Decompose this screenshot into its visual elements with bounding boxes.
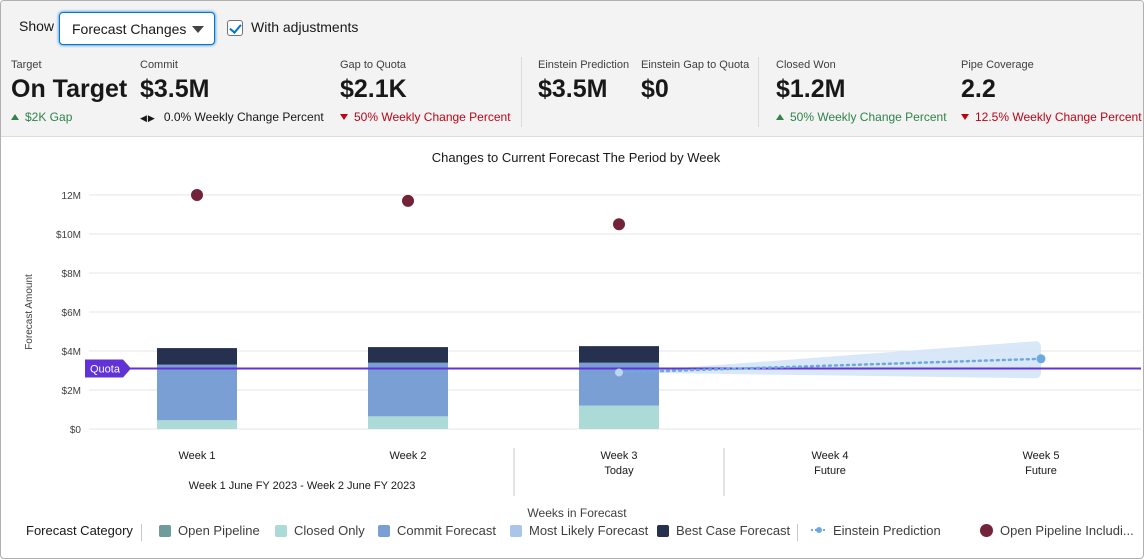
open-pipeline-including-point	[613, 218, 625, 231]
bar-closed-only	[579, 405, 659, 429]
y-tick-label: 12M	[62, 191, 81, 202]
x-tick-sublabel: Future	[1025, 465, 1057, 477]
metric-value: On Target	[11, 75, 128, 103]
metric-change: $2K Gap	[11, 110, 127, 124]
arrows-left-right-icon: ◀▶	[140, 113, 156, 123]
einstein-confidence-band	[619, 341, 1041, 379]
y-axis-label: Forecast Amount	[24, 274, 35, 350]
metric-pipe-coverage: Pipe Coverage 2.2 12.5% Weekly Change Pe…	[961, 59, 1142, 124]
metric-change: 50% Weekly Change Percent	[776, 110, 947, 124]
legend-item-best-case-forecast[interactable]: Best Case Forecast	[657, 523, 790, 538]
legend-item-open-pipeline[interactable]: Open Pipeline	[159, 523, 260, 538]
view-select[interactable]: Forecast Changes	[59, 12, 215, 45]
divider	[521, 57, 522, 127]
y-tick-label: $8M	[62, 269, 81, 280]
x-tick-label: Week 4	[811, 450, 848, 462]
x-tick-sublabel: Today	[604, 465, 634, 477]
period-label: Week 1 June FY 2023 - Week 2 June FY 202…	[189, 480, 416, 492]
metric-label: Closed Won	[776, 59, 836, 71]
bar-best-case-forecast	[368, 347, 448, 363]
bar-closed-only	[368, 416, 448, 429]
metric-change: 50% Weekly Change Percent	[340, 110, 511, 124]
metric-gap-to-quota: Gap to Quota $2.1K 50% Weekly Change Per…	[340, 59, 511, 124]
bar-best-case-forecast	[157, 348, 237, 365]
y-tick-label: $0	[70, 425, 82, 436]
x-tick-label: Week 2	[389, 450, 426, 462]
metric-label: Commit	[140, 59, 178, 71]
metric-einstein-gap: Einstein Gap to Quota $0	[641, 59, 749, 104]
metric-label: Einstein Prediction	[538, 59, 630, 71]
chevron-down-icon	[192, 26, 204, 33]
show-label: Show	[19, 18, 55, 34]
metric-label: Target	[11, 59, 42, 71]
y-tick-label: $4M	[62, 347, 81, 358]
divider	[141, 524, 142, 541]
x-tick-sublabel: Future	[814, 465, 846, 477]
open-pipeline-including-point	[191, 189, 203, 201]
einstein-prediction-line	[617, 357, 1043, 374]
swatch	[159, 525, 171, 537]
divider	[797, 524, 798, 541]
swatch	[378, 525, 390, 537]
y-tick-label: $2M	[62, 386, 81, 397]
metric-value: 2.2	[961, 75, 996, 103]
legend-title: Forecast Category	[26, 523, 133, 538]
arrow-up-icon	[776, 114, 784, 120]
metric-value: $0	[641, 75, 669, 103]
arrow-down-icon	[340, 114, 348, 120]
metric-label: Pipe Coverage	[961, 59, 1034, 71]
bar-commit-forecast	[368, 362, 448, 417]
chart-title: Changes to Current Forecast The Period b…	[432, 150, 721, 165]
chart-legend: Forecast Category Open Pipeline Closed O…	[1, 523, 1143, 547]
bar-closed-only	[157, 420, 237, 429]
metric-einstein-prediction: Einstein Prediction $3.5M	[538, 59, 629, 104]
metric-value: $2.1K	[340, 75, 407, 103]
einstein-prediction-point	[1036, 354, 1046, 364]
swatch	[980, 524, 993, 537]
swatch	[510, 525, 522, 537]
metric-target: Target On Target $2K Gap	[11, 59, 127, 124]
forecast-chart: Changes to Current Forecast The Period b…	[24, 150, 1141, 518]
swatch	[275, 525, 287, 537]
divider	[758, 57, 759, 127]
view-select-value: Forecast Changes	[72, 21, 187, 37]
metric-change: 12.5% Weekly Change Percent	[961, 110, 1142, 124]
metric-value: $3.5M	[140, 75, 210, 103]
arrow-up-icon	[11, 114, 19, 120]
y-tick-label: $10M	[56, 230, 81, 241]
adjustments-checkbox[interactable]	[227, 20, 243, 36]
legend-item-closed-only[interactable]: Closed Only	[275, 523, 365, 538]
bar-best-case-forecast	[579, 346, 659, 363]
swatch	[657, 525, 669, 537]
metric-label: Gap to Quota	[340, 59, 407, 71]
open-pipeline-including-point	[402, 194, 414, 207]
metric-value: $1.2M	[776, 75, 846, 103]
metric-value: $3.5M	[538, 75, 608, 103]
legend-item-most-likely-forecast[interactable]: Most Likely Forecast	[510, 523, 648, 538]
x-tick-label: Week 3	[600, 450, 637, 462]
quota-label: Quota	[90, 364, 121, 376]
legend-item-commit-forecast[interactable]: Commit Forecast	[378, 523, 496, 538]
metric-commit: Commit $3.5M ◀▶ 0.0% Weekly Change Percen…	[140, 59, 324, 124]
metric-change: ◀▶ 0.0% Weekly Change Percent	[140, 110, 324, 124]
legend-item-open-pipeline-including[interactable]: Open Pipeline Includi...	[980, 523, 1134, 538]
metric-closed-won: Closed Won $1.2M 50% Weekly Change Perce…	[776, 59, 947, 124]
summary-bar: Show Forecast Changes With adjustments T…	[1, 1, 1143, 137]
metric-label: Einstein Gap to Quota	[641, 59, 750, 71]
x-tick-label: Week 1	[178, 450, 215, 462]
einstein-line-icon	[811, 527, 827, 533]
adjustments-label: With adjustments	[251, 19, 359, 35]
x-tick-label: Week 5	[1022, 450, 1059, 462]
quota-tag	[85, 359, 131, 378]
x-axis-label: Weeks in Forecast	[527, 506, 627, 518]
y-tick-label: $6M	[62, 308, 81, 319]
bar-commit-forecast	[157, 364, 237, 421]
einstein-prediction-point	[615, 368, 623, 377]
legend-item-einstein-prediction[interactable]: Einstein Prediction	[811, 523, 941, 538]
arrow-down-icon	[961, 114, 969, 120]
